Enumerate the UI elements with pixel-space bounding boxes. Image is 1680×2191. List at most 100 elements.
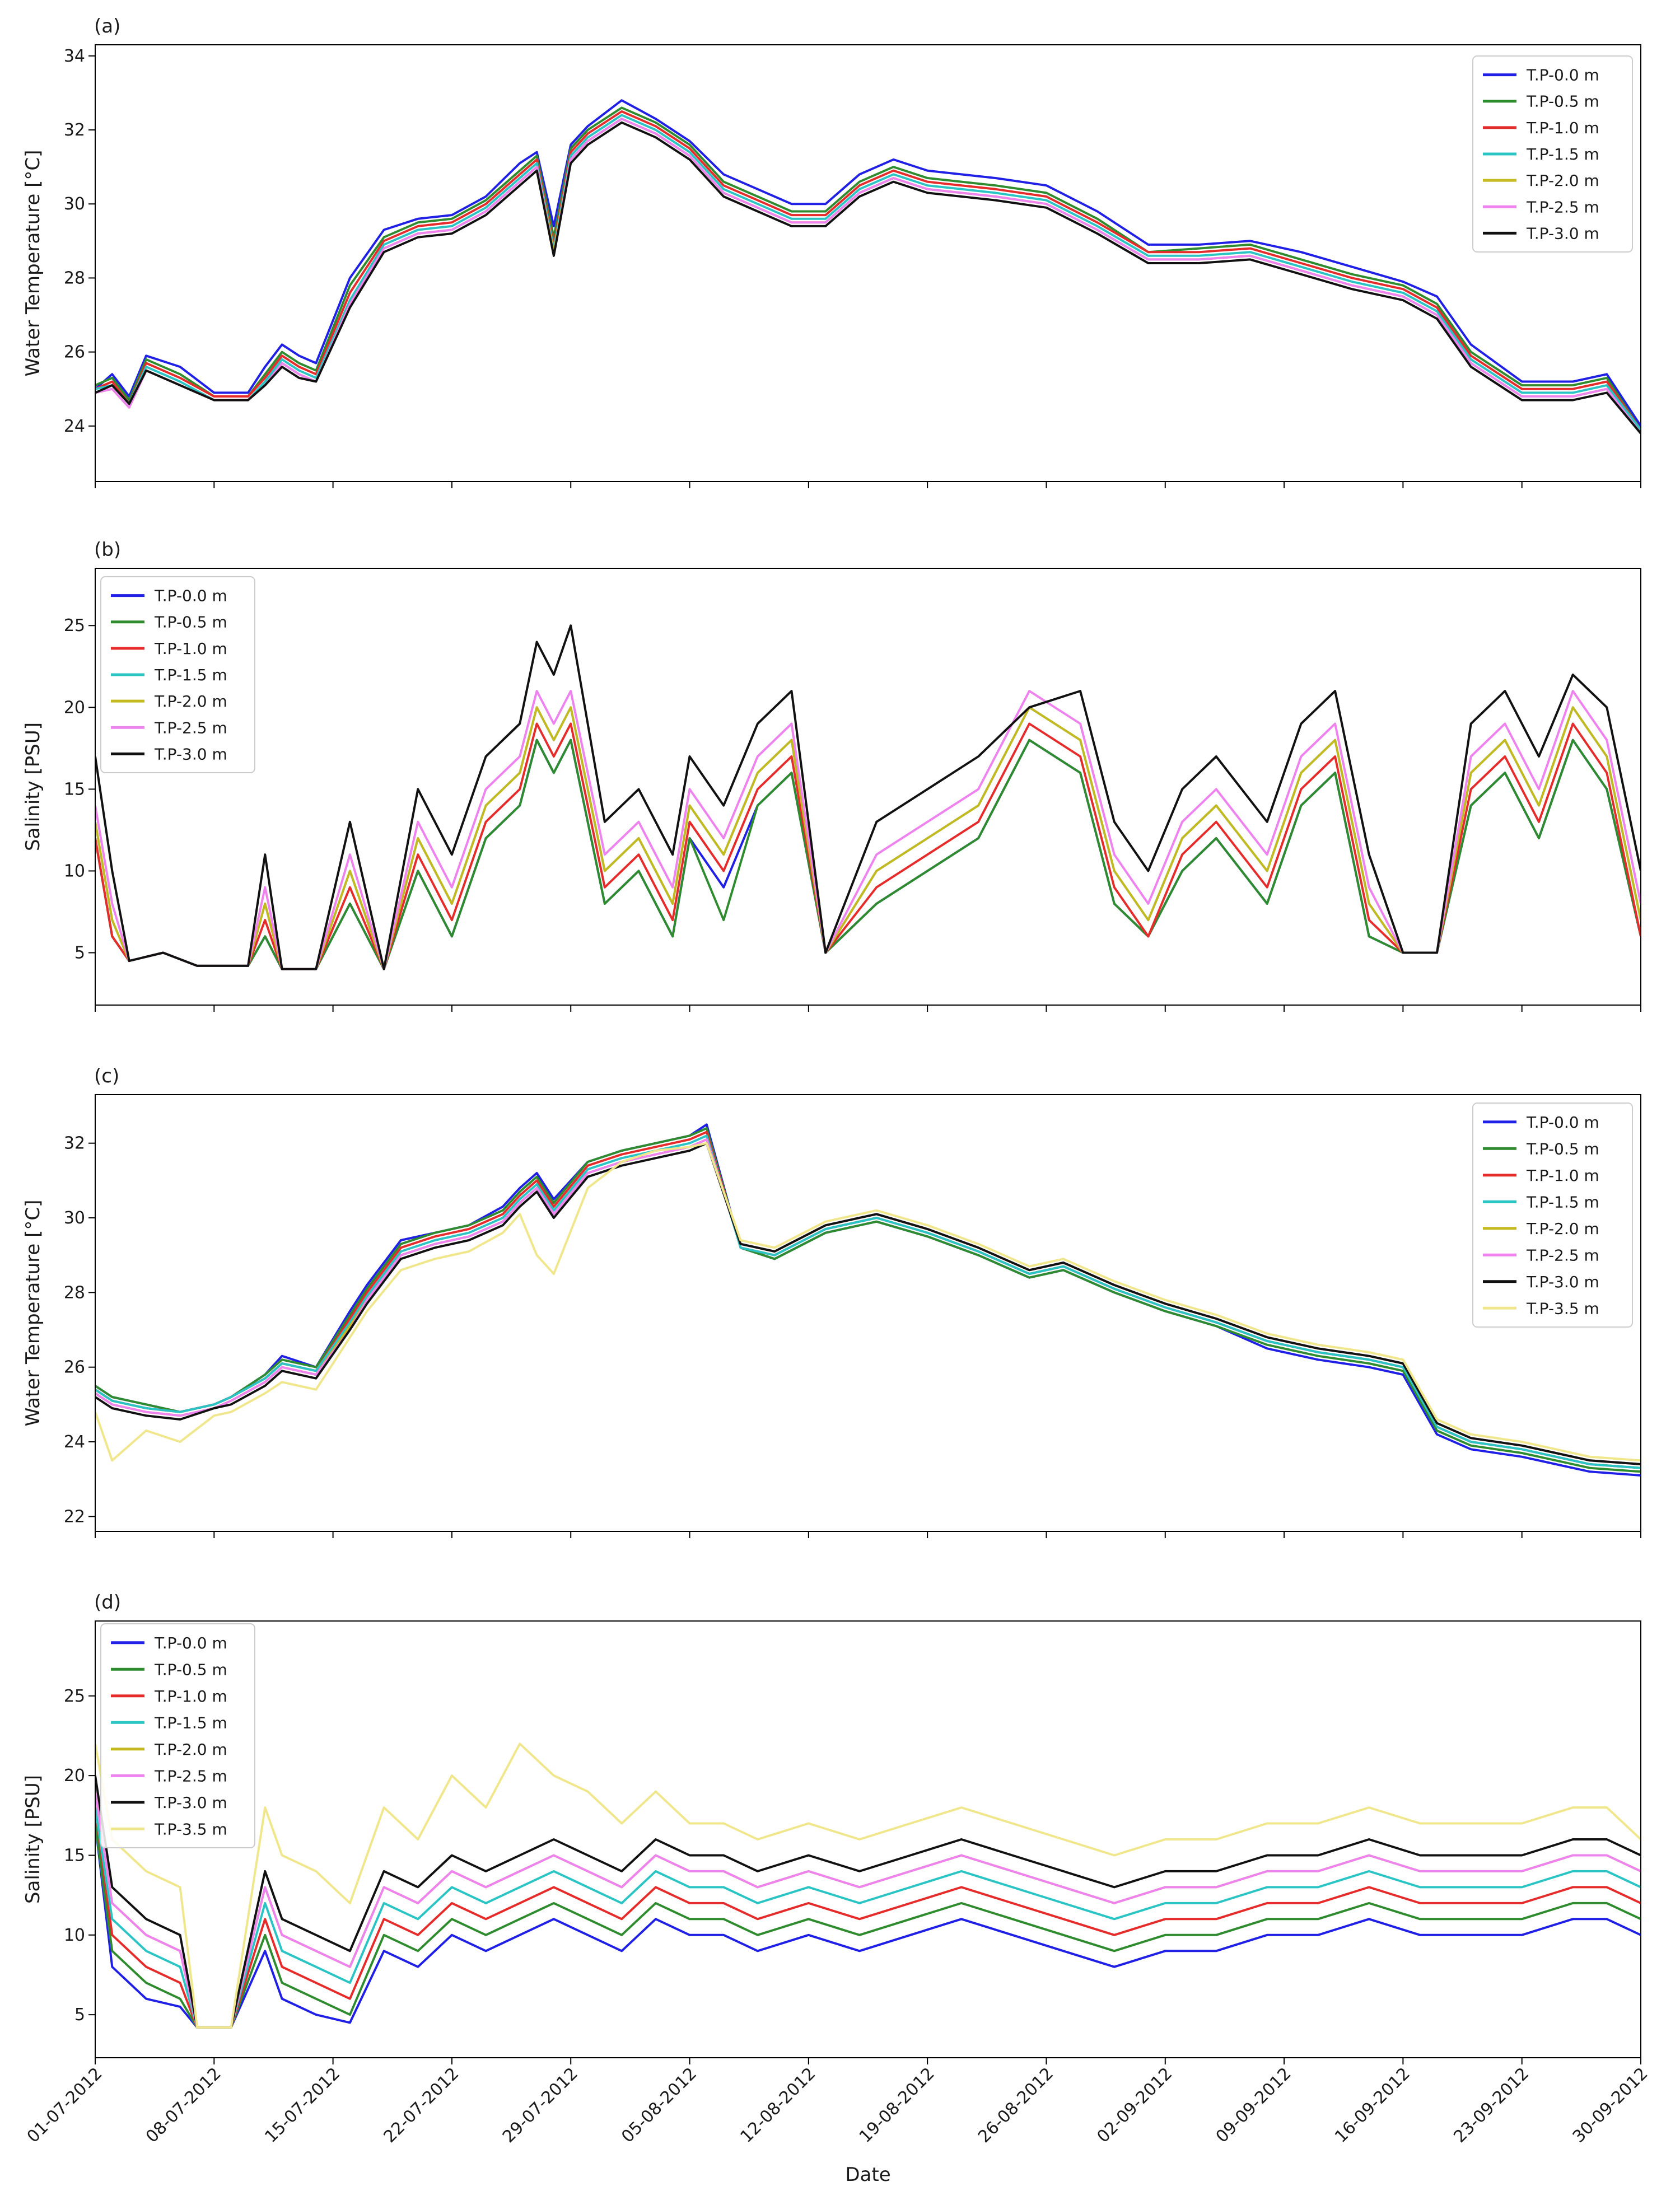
plot-frame — [95, 1620, 1641, 2058]
y-tick-label: 5 — [74, 943, 85, 963]
x-tick-label: 12-08-2012 — [736, 2064, 819, 2147]
y-tick-label: 28 — [64, 268, 85, 288]
legend-entry: T.P-2.0 m — [1526, 171, 1599, 190]
legend-entry: T.P-2.5 m — [154, 718, 227, 737]
x-tick-label: 08-07-2012 — [142, 2064, 225, 2147]
panel-d-chart: (d) 5 10 15 20 25 Salinity [PSU] 01-07-2012 08-0… — [22, 1591, 1652, 2186]
y-tick-label: 10 — [64, 1926, 85, 1945]
x-tick-label: 23-09-2012 — [1450, 2064, 1533, 2147]
series-line-t-p-1-5-m — [95, 1807, 1641, 2029]
series-line-t-p-3-0-m — [95, 1142, 1641, 1465]
y-tick-label: 32 — [64, 120, 85, 140]
series-line-t-p-0-5-m — [95, 106, 1641, 431]
y-tick-label: 20 — [64, 1766, 85, 1786]
series-line-t-p-3-0-m — [95, 624, 1641, 970]
panel-label: (d) — [94, 1591, 121, 1614]
series-line-t-p-2-5-m — [95, 1138, 1641, 1465]
legend-entry: T.P-3.5 m — [154, 1820, 227, 1838]
x-tick-label: 22-07-2012 — [380, 2064, 463, 2147]
legend-entry: T.P-2.0 m — [1526, 1220, 1599, 1238]
legend-entry: T.P-1.5 m — [1526, 1193, 1599, 1211]
legend-entry: T.P-0.0 m — [154, 587, 227, 605]
legend-entry: T.P-2.5 m — [1526, 198, 1599, 216]
legend: T.P-0.0 m T.P-0.5 m T.P-1.0 m T.P-1.5 m T.P-… — [1472, 1102, 1633, 1328]
panel-c-chart: (c) 22 24 26 28 30 32 Water Temperature [°C] T.P… — [22, 1065, 1641, 1538]
legend-entry: T.P-0.0 m — [1526, 1113, 1599, 1132]
series-line-t-p-2-0-m — [95, 118, 1641, 435]
x-tick-label: 09-09-2012 — [1212, 2064, 1295, 2147]
x-tick-label: 19-08-2012 — [856, 2064, 939, 2147]
legend-entry: T.P-3.5 m — [1526, 1299, 1599, 1318]
series-line-t-p-3-5-m — [95, 1142, 1641, 1462]
series-line-t-p-1-0-m — [95, 110, 1641, 431]
y-axis-label: Salinity [PSU] — [22, 1775, 44, 1904]
series-line-t-p-2-0-m — [95, 1791, 1641, 2029]
legend-entry: T.P-0.0 m — [154, 1634, 227, 1652]
series-line-t-p-1-0-m — [95, 1807, 1641, 2029]
legend-entry: T.P-2.0 m — [154, 692, 227, 711]
y-tick-label: 24 — [64, 1432, 85, 1452]
series-line-t-p-2-5-m — [95, 690, 1641, 970]
series-line-t-p-0-0-m — [95, 1123, 1641, 1477]
legend-entry: T.P-1.0 m — [1526, 1166, 1599, 1185]
series-line-t-p-0-0-m — [95, 99, 1641, 427]
legend-entry: T.P-1.5 m — [1526, 145, 1599, 163]
legend-frame — [100, 1623, 255, 1848]
y-tick-label: 26 — [64, 343, 85, 362]
y-tick-label: 15 — [64, 779, 85, 799]
legend-entry: T.P-1.0 m — [154, 639, 227, 658]
series-line-t-p-1-5-m — [95, 1134, 1641, 1469]
series-line-t-p-3-0-m — [95, 1775, 1641, 2029]
x-axis-label: Date — [845, 2164, 890, 2186]
y-axis-label: Salinity [PSU] — [22, 722, 44, 851]
y-tick-label: 24 — [64, 417, 85, 436]
series-line-t-p-2-5-m — [95, 118, 1641, 435]
y-tick-label: 30 — [64, 194, 85, 214]
legend-frame — [100, 576, 255, 773]
legend-entry: T.P-2.5 m — [154, 1767, 227, 1785]
x-tick-label: 30-09-2012 — [1569, 2064, 1652, 2147]
legend-frame — [1472, 1102, 1633, 1328]
y-tick-label: 34 — [64, 46, 85, 66]
legend-entry: T.P-1.0 m — [154, 1687, 227, 1706]
legend: T.P-0.0 m T.P-0.5 m T.P-1.0 m T.P-1.5 m T.P-… — [100, 1623, 255, 1848]
legend-entry: T.P-0.5 m — [154, 613, 227, 632]
series-group — [95, 624, 1641, 970]
series-group — [95, 99, 1641, 435]
legend-entry: T.P-1.5 m — [154, 1713, 227, 1732]
series-line-t-p-1-0-m — [95, 1130, 1641, 1469]
x-tick-label: 02-09-2012 — [1093, 2064, 1176, 2147]
series-line-t-p-2-0-m — [95, 1138, 1641, 1465]
y-tick-label: 26 — [64, 1358, 85, 1377]
panel-label: (b) — [94, 539, 121, 561]
panel-label: (a) — [94, 15, 120, 38]
series-line-t-p-0-0-m — [95, 1823, 1641, 2029]
x-tick-label: 15-07-2012 — [261, 2064, 344, 2147]
y-tick-label: 28 — [64, 1283, 85, 1302]
x-tick-label: 16-09-2012 — [1331, 2064, 1414, 2147]
series-line-t-p-1-5-m — [95, 114, 1641, 431]
series-line-t-p-3-0-m — [95, 121, 1641, 435]
legend-entry: T.P-3.0 m — [1526, 1273, 1599, 1291]
series-line-t-p-0-5-m — [95, 1127, 1641, 1473]
series-group — [95, 1123, 1641, 1477]
y-tick-label: 25 — [64, 616, 85, 636]
x-tick-label: 01-07-2012 — [24, 2064, 106, 2147]
legend-entry: T.P-3.0 m — [154, 1793, 227, 1812]
legend-entry: T.P-3.0 m — [1526, 224, 1599, 242]
panel-a-chart: (a) 24 26 28 30 32 34 Water Temperature [°C] T.P… — [22, 15, 1641, 488]
panel-b-chart: (b) 5 10 15 20 25 Salinity [PSU] T.P-0.0 m T.P-0… — [22, 539, 1641, 1012]
legend-entry: T.P-0.5 m — [1526, 92, 1599, 111]
legend-entry: T.P-3.0 m — [154, 745, 227, 763]
y-axis-label: Water Temperature [°C] — [22, 150, 44, 377]
series-group — [95, 1742, 1641, 2029]
y-tick-label: 5 — [74, 2005, 85, 2025]
y-tick-label: 20 — [64, 698, 85, 717]
y-tick-label: 25 — [64, 1687, 85, 1706]
panel-label: (c) — [94, 1065, 119, 1087]
y-tick-label: 30 — [64, 1208, 85, 1228]
series-line-t-p-2-5-m — [95, 1791, 1641, 2029]
x-tick-label: 26-08-2012 — [974, 2064, 1057, 2147]
legend-frame — [1472, 55, 1633, 253]
y-tick-label: 10 — [64, 861, 85, 881]
